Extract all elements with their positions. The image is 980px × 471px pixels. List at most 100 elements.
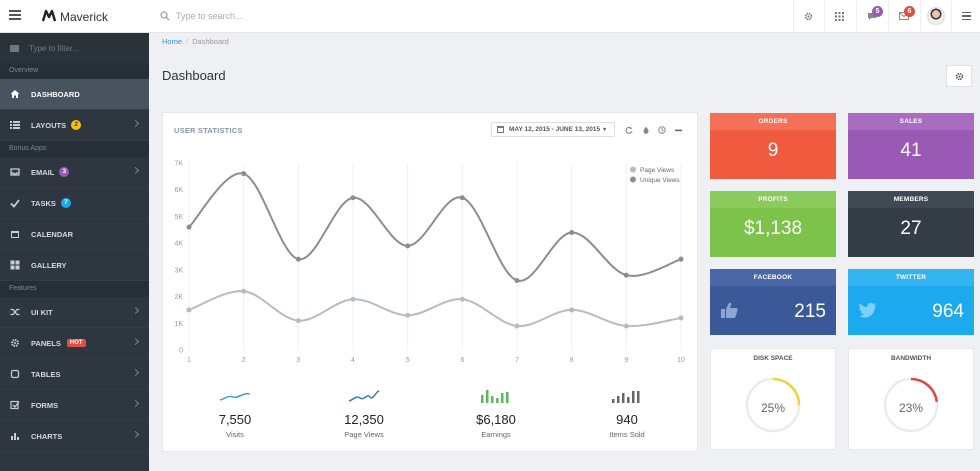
twitter-tile[interactable]: TWITTER 964: [848, 269, 974, 335]
history-button[interactable]: [656, 124, 668, 136]
sidebar-item-forms[interactable]: FORMS: [0, 390, 149, 421]
sidebar-item-gallery[interactable]: GALLERY: [0, 250, 149, 281]
mail-button[interactable]: 6: [888, 0, 918, 32]
bandwidth-tile: BANDWIDTH 23%: [848, 348, 974, 450]
sidebar: Overview DASHBOARD LAYOUTS 2 Bonus Apps …: [0, 33, 149, 471]
data-point: [678, 256, 684, 262]
search-input[interactable]: [176, 8, 476, 24]
tile-header: PROFITS: [710, 191, 836, 208]
y-tick-label: 7K: [174, 161, 183, 168]
date-range-picker[interactable]: MAY 12, 2015 - JUNE 13, 2015 ▾: [491, 122, 615, 137]
sidebar-filter-input[interactable]: [29, 43, 139, 53]
tile-header: MEMBERS: [848, 191, 974, 208]
menu-icon: [961, 11, 971, 21]
home-icon: [10, 90, 20, 98]
tile-header: TWITTER: [848, 269, 974, 286]
kpi-value: 12,350: [344, 412, 384, 427]
sidebar-item-label: EMAIL: [31, 167, 55, 177]
right-menu-toggle[interactable]: [951, 0, 980, 32]
panel-title: USER STATISTICS: [174, 126, 243, 135]
tile-value: 27: [900, 218, 922, 239]
tile-value: 9: [767, 140, 779, 161]
sidebar-item-layouts[interactable]: LAYOUTS 2: [0, 110, 149, 141]
y-tick-label: 1K: [174, 321, 183, 328]
chevron-right-icon: [131, 399, 140, 408]
sidebar-item-tasks[interactable]: TASKS 7: [0, 188, 149, 219]
page-settings-button[interactable]: [946, 65, 972, 87]
kpi-value: 940: [616, 412, 638, 427]
x-tick-label: 4: [351, 357, 355, 364]
user-menu-button[interactable]: [920, 0, 950, 32]
y-tick-label: 0: [179, 348, 183, 355]
bandwidth-gauge: [883, 377, 939, 433]
data-point: [241, 171, 247, 177]
data-point: [186, 307, 192, 313]
email-count-badge: 3: [59, 167, 70, 177]
avatar: [926, 7, 945, 25]
legend-label: Unique Views: [640, 177, 680, 184]
chat-button[interactable]: 5: [856, 0, 886, 32]
chevron-right-icon: [131, 166, 140, 175]
cog-icon: [11, 339, 19, 347]
legend-swatch: [630, 166, 636, 173]
profits-tile[interactable]: PROFITS $1,138: [710, 191, 836, 257]
sidebar-item-email[interactable]: EMAIL 3: [0, 157, 149, 188]
sidebar-item-charts[interactable]: CHARTS: [0, 421, 149, 452]
x-tick-label: 7: [515, 357, 519, 364]
tile-value: 41: [900, 140, 922, 161]
y-tick-label: 6K: [174, 187, 183, 194]
list-icon: [10, 121, 20, 129]
color-button[interactable]: [640, 124, 652, 136]
facebook-tile[interactable]: FACEBOOK 215: [710, 269, 836, 335]
members-tile[interactable]: MEMBERS 27: [848, 191, 974, 257]
data-point: [514, 323, 520, 329]
refresh-button[interactable]: [623, 124, 635, 136]
data-point: [241, 288, 247, 294]
series-line: [188, 172, 682, 282]
chat-count-badge: 5: [872, 6, 883, 17]
sales-tile[interactable]: SALES 41: [848, 113, 974, 179]
apps-button[interactable]: [824, 0, 854, 32]
kpi-label: Earnings: [481, 430, 511, 439]
kpi-label: Items Sold: [609, 430, 645, 439]
gear-icon: [804, 12, 813, 20]
kpi-value: 7,550: [218, 412, 252, 427]
sidebar-item-calendar[interactable]: CALENDAR: [0, 219, 149, 250]
gauge-title: BANDWIDTH: [890, 355, 932, 362]
tasks-count-badge: 7: [60, 198, 71, 208]
legend-label: Page Views: [640, 167, 675, 174]
thumbs-up-icon: [721, 302, 738, 318]
sidebar-filter: [0, 33, 149, 63]
kpi-items-sold: 940 Items Sold: [582, 389, 672, 439]
breadcrumb-home-link[interactable]: Home: [162, 37, 183, 46]
page-title: Dashboard: [162, 68, 226, 83]
brand-name[interactable]: Maverick: [60, 10, 109, 24]
collapse-button[interactable]: [672, 124, 684, 136]
sidebar-item-panels[interactable]: PANELS HOT: [0, 328, 149, 359]
data-point: [350, 195, 356, 201]
settings-button[interactable]: [793, 0, 823, 32]
data-point: [514, 278, 520, 284]
data-point: [186, 224, 192, 230]
menu-toggle-icon[interactable]: [9, 10, 21, 22]
filter-icon: [10, 44, 19, 52]
legend-swatch: [630, 176, 636, 183]
sidebar-item-label: FORMS: [31, 400, 59, 410]
x-tick-label: 6: [460, 357, 464, 364]
top-bar: Maverick 5 6: [0, 0, 980, 33]
y-tick-label: 3K: [174, 267, 183, 274]
sidebar-item-tables[interactable]: TABLES: [0, 359, 149, 390]
calendar-icon: [11, 231, 19, 238]
data-point: [569, 307, 575, 313]
tile-header: FACEBOOK: [710, 269, 836, 286]
sidebar-item-dashboard[interactable]: DASHBOARD: [0, 79, 149, 110]
twitter-bird-icon: [858, 302, 876, 318]
series-line: [188, 290, 682, 328]
kpi-row: 7,550 Visits 12,350 Page Views $6,180 Ea…: [163, 389, 699, 449]
orders-tile[interactable]: ORDERS 9: [710, 113, 836, 179]
inbox-icon: [10, 168, 20, 176]
sidebar-item-ui-kit[interactable]: UI KIT: [0, 297, 149, 328]
sidebar-item-label: TASKS: [31, 198, 56, 208]
bar-chart-icon: [11, 433, 19, 440]
sparkline-icon: [348, 390, 380, 402]
